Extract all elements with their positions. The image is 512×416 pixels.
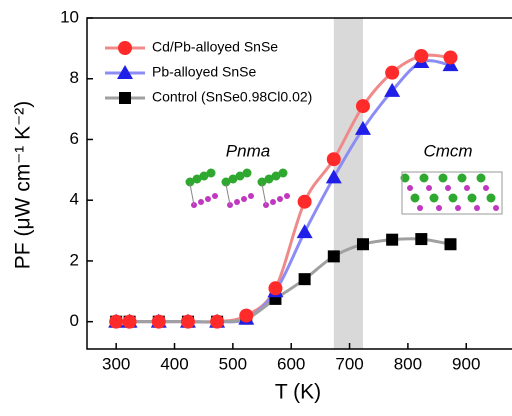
y-tick-label: 2 (70, 250, 79, 269)
y-tick-label: 8 (70, 68, 79, 87)
shaded-region (334, 18, 363, 349)
marker (298, 195, 312, 209)
atom (234, 199, 240, 205)
annotation: Cmcm (423, 141, 472, 160)
marker (444, 238, 456, 250)
atom (407, 185, 413, 191)
legend-marker (118, 41, 132, 55)
atom (487, 194, 496, 203)
x-tick-label: 800 (394, 354, 422, 373)
x-tick-label: 600 (277, 354, 305, 373)
y-tick-label: 10 (60, 7, 79, 26)
bond (226, 184, 230, 205)
atom (212, 193, 218, 199)
atom (449, 194, 458, 203)
y-tick-label: 6 (70, 129, 79, 148)
marker (327, 152, 341, 166)
marker (109, 315, 123, 329)
atom (483, 185, 489, 191)
marker (210, 315, 224, 329)
atom (474, 205, 480, 211)
marker (414, 49, 428, 63)
atom (207, 169, 216, 178)
x-tick-label: 700 (335, 354, 363, 373)
bond (262, 184, 266, 205)
cell (402, 172, 502, 214)
bond (190, 184, 194, 205)
marker (386, 234, 398, 246)
marker (385, 66, 399, 80)
atom (455, 205, 461, 211)
legend-label: Control (SnSe0.98Cl0.02) (152, 89, 312, 105)
atom (464, 185, 470, 191)
x-tick-label: 500 (219, 354, 247, 373)
atom (430, 194, 439, 203)
x-tick-label: 300 (102, 354, 130, 373)
y-tick-label: 4 (70, 190, 79, 209)
legend-label: Pb-alloyed SnSe (152, 64, 257, 80)
marker (299, 273, 311, 285)
atom (411, 194, 420, 203)
atom (439, 174, 448, 183)
marker (357, 238, 369, 250)
marker (443, 50, 457, 64)
atom (248, 193, 254, 199)
annotation: Pnma (226, 141, 270, 160)
atom (493, 205, 499, 211)
marker (356, 99, 370, 113)
y-axis-label: PF (μW cm⁻¹ K⁻²) (12, 101, 35, 269)
marker (268, 281, 282, 295)
legend-marker (119, 92, 131, 104)
atom (277, 196, 283, 202)
atom (198, 199, 204, 205)
x-tick-label: 400 (160, 354, 188, 373)
atom (284, 193, 290, 199)
marker (152, 315, 166, 329)
atom (477, 174, 486, 183)
marker (328, 250, 340, 262)
marker (123, 315, 137, 329)
atom (458, 174, 467, 183)
atom (426, 185, 432, 191)
atom (270, 199, 276, 205)
marker (415, 233, 427, 245)
marker (239, 309, 253, 323)
x-tick-label: 900 (452, 354, 480, 373)
atom (436, 205, 442, 211)
atom (243, 169, 252, 178)
y-tick-label: 0 (70, 311, 79, 330)
atom (417, 205, 423, 211)
atom (241, 196, 247, 202)
atom (445, 185, 451, 191)
legend-label: Cd/Pb-alloyed SnSe (152, 39, 278, 55)
x-axis-label: T (K) (275, 381, 321, 404)
atom (205, 196, 211, 202)
chart: Pnma Cmcm T (K) PF (μW cm⁻¹ K⁻²) 300 400 5… (0, 0, 512, 411)
atom (468, 194, 477, 203)
marker (181, 315, 195, 329)
atom (420, 174, 429, 183)
atom (279, 169, 288, 178)
marker (297, 224, 313, 238)
